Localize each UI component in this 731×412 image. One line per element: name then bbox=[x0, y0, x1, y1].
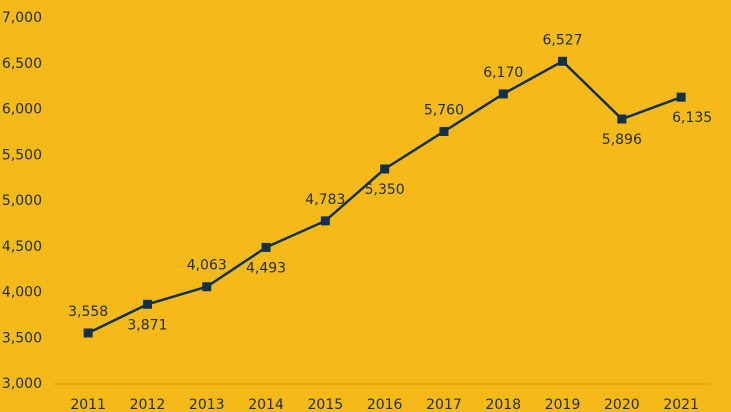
x-tick-label: 2016 bbox=[367, 397, 403, 412]
x-tick-label: 2020 bbox=[604, 397, 640, 412]
marker bbox=[676, 92, 686, 102]
data-label: 5,760 bbox=[424, 102, 464, 118]
data-label: 6,135 bbox=[672, 110, 712, 126]
y-tick-label: 5,000 bbox=[2, 193, 42, 209]
data-label: 3,558 bbox=[68, 304, 108, 320]
y-tick-label: 4,500 bbox=[2, 239, 42, 255]
marker bbox=[261, 242, 271, 252]
x-tick-label: 2014 bbox=[248, 397, 284, 412]
x-tick-label: 2021 bbox=[663, 397, 699, 412]
y-tick-label: 7,000 bbox=[2, 10, 42, 26]
y-tick-label: 3,000 bbox=[2, 376, 42, 392]
data-label: 3,871 bbox=[127, 317, 167, 333]
data-label: 4,493 bbox=[246, 260, 286, 276]
marker bbox=[617, 114, 627, 124]
marker bbox=[320, 216, 330, 226]
data-label: 4,063 bbox=[187, 258, 227, 274]
marker bbox=[558, 56, 568, 66]
y-tick-label: 4,000 bbox=[2, 285, 42, 301]
y-tick-label: 5,500 bbox=[2, 147, 42, 163]
marker bbox=[142, 299, 152, 309]
x-tick-label: 2012 bbox=[130, 397, 166, 412]
data-label: 4,783 bbox=[305, 192, 345, 208]
x-tick-label: 2013 bbox=[189, 397, 225, 412]
x-tick-label: 2019 bbox=[545, 397, 581, 412]
marker bbox=[439, 126, 449, 136]
marker bbox=[202, 282, 212, 292]
x-tick-label: 2017 bbox=[426, 397, 462, 412]
y-tick-label: 6,500 bbox=[2, 56, 42, 72]
y-tick-label: 3,500 bbox=[2, 330, 42, 346]
data-label: 6,170 bbox=[483, 65, 523, 81]
x-tick-label: 2018 bbox=[485, 397, 521, 412]
marker bbox=[380, 164, 390, 174]
x-tick-label: 2015 bbox=[308, 397, 344, 412]
marker bbox=[498, 89, 508, 99]
x-tick-label: 2011 bbox=[70, 397, 106, 412]
data-label: 5,896 bbox=[602, 132, 642, 148]
data-label: 5,350 bbox=[365, 182, 405, 198]
marker bbox=[83, 328, 93, 338]
y-tick-label: 6,000 bbox=[2, 102, 42, 118]
data-label: 6,527 bbox=[543, 32, 583, 48]
